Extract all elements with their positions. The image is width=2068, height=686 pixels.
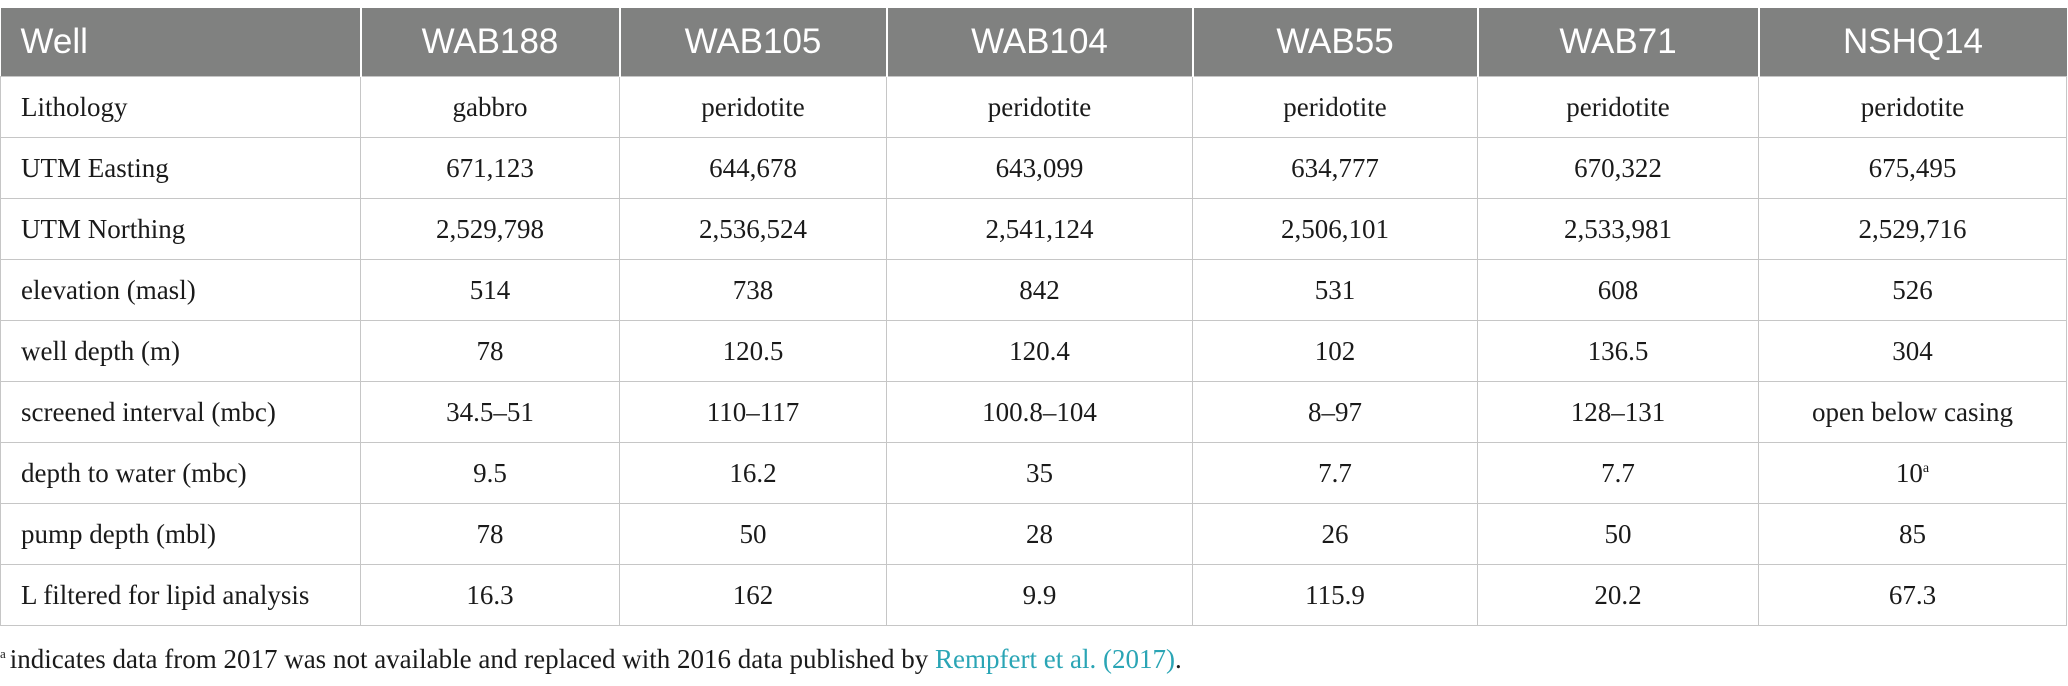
table-cell: gabbro — [360, 76, 620, 138]
table-cell: 2,533,981 — [1477, 198, 1759, 260]
table-cell: 110–117 — [619, 381, 887, 443]
row-label: screened interval (mbc) — [0, 381, 361, 443]
table-row: well depth (m) 78 120.5 120.4 102 136.5 … — [0, 320, 2067, 382]
table-cell: 2,529,798 — [360, 198, 620, 260]
table-cell: 120.4 — [886, 320, 1193, 382]
table-cell: 675,495 — [1758, 137, 2067, 199]
table-cell: 34.5–51 — [360, 381, 620, 443]
header-cell-wab104: WAB104 — [886, 8, 1194, 77]
reference-link[interactable]: Rempfert et al. (2017) — [935, 644, 1175, 674]
header-row: Well WAB188 WAB105 WAB104 WAB55 WAB71 NS… — [0, 8, 2067, 77]
table-cell: 738 — [619, 259, 887, 321]
table-cell: peridotite — [1192, 76, 1478, 138]
table-cell: 78 — [360, 320, 620, 382]
table-cell: 50 — [619, 503, 887, 565]
table-row: UTM Easting 671,123 644,678 643,099 634,… — [0, 137, 2067, 199]
table-cell: 50 — [1477, 503, 1759, 565]
footnote-marker: a — [1922, 460, 1930, 476]
header-cell-wab188: WAB188 — [360, 8, 621, 77]
table-cell: 608 — [1477, 259, 1759, 321]
header-cell-wab71: WAB71 — [1477, 8, 1760, 77]
table-cell: 7.7 — [1477, 442, 1759, 504]
table-cell: 8–97 — [1192, 381, 1478, 443]
table-cell: 100.8–104 — [886, 381, 1193, 443]
row-label: depth to water (mbc) — [0, 442, 361, 504]
cell-value: 10 — [1895, 457, 1923, 488]
table-cell: 85 — [1758, 503, 2067, 565]
table-row: Lithology gabbro peridotite peridotite p… — [0, 76, 2067, 138]
table-cell: 531 — [1192, 259, 1478, 321]
table-cell: 2,541,124 — [886, 198, 1193, 260]
table-cell: 671,123 — [360, 137, 620, 199]
table-row: elevation (masl) 514 738 842 531 608 526 — [0, 259, 2067, 321]
footnote-mark: a — [0, 646, 6, 661]
header-cell-nshq14: NSHQ14 — [1758, 8, 2067, 77]
table-cell: 10a — [1758, 442, 2067, 504]
row-label: elevation (masl) — [0, 259, 361, 321]
table-row: L filtered for lipid analysis 16.3 162 9… — [0, 564, 2067, 626]
table-cell: 67.3 — [1758, 564, 2067, 626]
table-cell: 28 — [886, 503, 1193, 565]
table-cell: 634,777 — [1192, 137, 1478, 199]
row-label: L filtered for lipid analysis — [0, 564, 361, 626]
table-cell: 162 — [619, 564, 887, 626]
table-cell: 35 — [886, 442, 1193, 504]
table-row: pump depth (mbl) 78 50 28 26 50 85 — [0, 503, 2067, 565]
row-label: UTM Easting — [0, 137, 361, 199]
table-cell: peridotite — [1758, 76, 2067, 138]
table-cell: 115.9 — [1192, 564, 1478, 626]
table-cell: 9.5 — [360, 442, 620, 504]
table-row: UTM Northing 2,529,798 2,536,524 2,541,1… — [0, 198, 2067, 260]
table-cell: peridotite — [1477, 76, 1759, 138]
table-footnote: a indicates data from 2017 was not availa… — [0, 644, 1182, 675]
table-cell: 20.2 — [1477, 564, 1759, 626]
footnote-end: . — [1174, 644, 1182, 674]
table-cell: peridotite — [619, 76, 887, 138]
table-cell: 514 — [360, 259, 620, 321]
header-cell-wab55: WAB55 — [1192, 8, 1479, 77]
footnote-text: indicates data from 2017 was not availab… — [9, 644, 929, 674]
table-cell: 304 — [1758, 320, 2067, 382]
table-cell: 643,099 — [886, 137, 1193, 199]
table-cell: 128–131 — [1477, 381, 1759, 443]
table-row: depth to water (mbc) 9.5 16.2 35 7.7 7.7… — [0, 442, 2067, 504]
table-cell: 644,678 — [619, 137, 887, 199]
row-label: Lithology — [0, 76, 361, 138]
table-cell: 9.9 — [886, 564, 1193, 626]
table-cell: 136.5 — [1477, 320, 1759, 382]
header-cell-well: Well — [0, 8, 362, 77]
table-cell: 2,529,716 — [1758, 198, 2067, 260]
row-label: well depth (m) — [0, 320, 361, 382]
table-cell: 120.5 — [619, 320, 887, 382]
table-cell: 16.3 — [360, 564, 620, 626]
table-cell: 102 — [1192, 320, 1478, 382]
table-cell: 2,536,524 — [619, 198, 887, 260]
table-cell: 7.7 — [1192, 442, 1478, 504]
table-cell: 526 — [1758, 259, 2067, 321]
table-row: screened interval (mbc) 34.5–51 110–117 … — [0, 381, 2067, 443]
header-cell-wab105: WAB105 — [619, 8, 888, 77]
table-cell: 16.2 — [619, 442, 887, 504]
table-cell: open below casing — [1758, 381, 2067, 443]
table-cell: 26 — [1192, 503, 1478, 565]
wells-table: Well WAB188 WAB105 WAB104 WAB55 WAB71 NS… — [0, 8, 2067, 626]
row-label: pump depth (mbl) — [0, 503, 361, 565]
table-cell: 2,506,101 — [1192, 198, 1478, 260]
table-cell: 842 — [886, 259, 1193, 321]
table-cell: 78 — [360, 503, 620, 565]
row-label: UTM Northing — [0, 198, 361, 260]
table-cell: peridotite — [886, 76, 1193, 138]
table-cell: 670,322 — [1477, 137, 1759, 199]
